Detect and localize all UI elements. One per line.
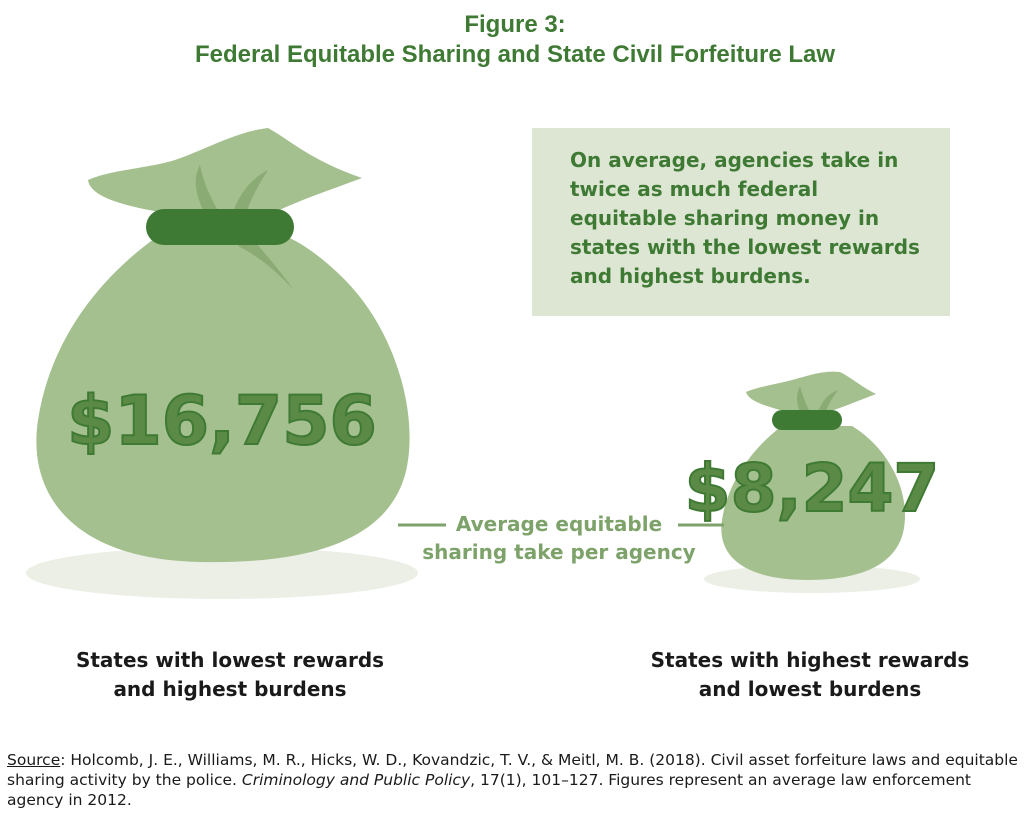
large-bag-shadow bbox=[26, 547, 418, 599]
source-journal: Criminology and Public Policy bbox=[241, 771, 471, 789]
figure-number: Figure 3: bbox=[464, 11, 566, 38]
large-bag-tie bbox=[146, 209, 294, 245]
category-label-right-line1: States with highest rewards bbox=[650, 648, 970, 672]
large-bag-top bbox=[88, 128, 362, 212]
category-label-left: States with lowest rewards and highest b… bbox=[40, 646, 420, 704]
small-bag-top bbox=[746, 371, 876, 410]
money-bag-chart: $16,756 $8,247 Average equitable sharing… bbox=[26, 128, 940, 599]
connector-label-line1: Average equitable bbox=[456, 512, 662, 536]
small-bag-body bbox=[721, 426, 905, 580]
category-label-left-line2: and highest burdens bbox=[113, 677, 347, 701]
connector-label-line2: sharing take per agency bbox=[422, 540, 695, 564]
small-money-bag: $8,247 bbox=[684, 371, 940, 593]
large-bag-body bbox=[36, 236, 410, 563]
large-money-bag: $16,756 bbox=[26, 128, 418, 599]
source-text-part1: : Holcomb, J. E., Williams, M. R., Hicks… bbox=[7, 751, 1018, 789]
source-label: Source bbox=[7, 751, 61, 769]
large-bag-amount: $16,756 bbox=[67, 382, 377, 461]
callout-box: On average, agencies take in twice as mu… bbox=[532, 128, 950, 316]
source-text-part2: , 17(1), 101–127. Figures represent an a… bbox=[7, 771, 972, 809]
source-citation: Source: Holcomb, J. E., Williams, M. R.,… bbox=[7, 750, 1023, 810]
small-bag-amount: $8,247 bbox=[685, 450, 940, 527]
category-label-left-line1: States with lowest rewards bbox=[75, 648, 385, 672]
small-bag-tie bbox=[772, 410, 842, 430]
callout-text: On average, agencies take in twice as mu… bbox=[570, 148, 920, 288]
category-label-right-line2: and lowest burdens bbox=[698, 677, 922, 701]
category-label-right: States with highest rewards and lowest b… bbox=[620, 646, 1000, 704]
figure-title: Federal Equitable Sharing and State Civi… bbox=[194, 41, 836, 68]
